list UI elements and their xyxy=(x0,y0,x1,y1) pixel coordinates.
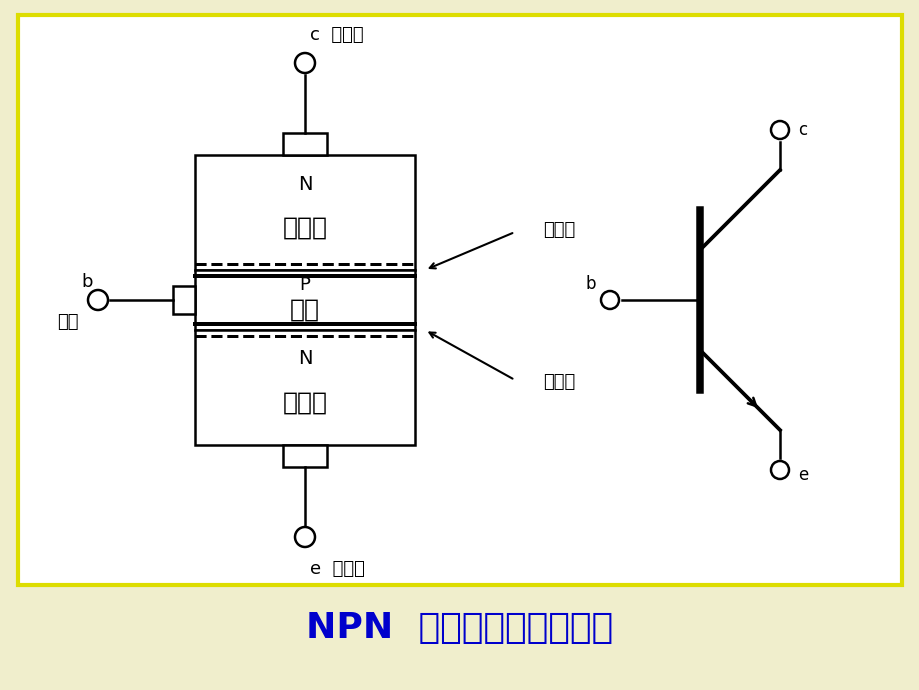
Bar xyxy=(283,445,326,467)
Bar xyxy=(195,270,414,330)
Text: NPN  型三极管结构及符号: NPN 型三极管结构及符号 xyxy=(306,611,613,645)
Text: N: N xyxy=(298,348,312,368)
Text: c: c xyxy=(797,121,806,139)
Bar xyxy=(283,133,326,155)
Text: 发射区: 发射区 xyxy=(282,391,327,415)
Text: b: b xyxy=(82,273,93,291)
Text: 集电结: 集电结 xyxy=(542,221,574,239)
Bar xyxy=(195,330,414,445)
Circle shape xyxy=(88,290,108,310)
FancyBboxPatch shape xyxy=(18,15,901,585)
Text: b: b xyxy=(584,275,596,293)
Circle shape xyxy=(295,527,314,547)
Circle shape xyxy=(600,291,618,309)
Text: e: e xyxy=(797,466,808,484)
Text: N: N xyxy=(298,175,312,195)
Text: P: P xyxy=(300,276,310,294)
Bar xyxy=(195,155,414,270)
Circle shape xyxy=(295,53,314,73)
Bar xyxy=(173,286,195,314)
Circle shape xyxy=(770,121,789,139)
Circle shape xyxy=(770,461,789,479)
Text: 基极: 基极 xyxy=(57,313,79,331)
Text: e  发射极: e 发射极 xyxy=(310,560,365,578)
Text: 发射结: 发射结 xyxy=(542,373,574,391)
Text: c  集电极: c 集电极 xyxy=(310,26,363,44)
Text: 基区: 基区 xyxy=(289,298,320,322)
Text: 集电区: 集电区 xyxy=(282,215,327,239)
